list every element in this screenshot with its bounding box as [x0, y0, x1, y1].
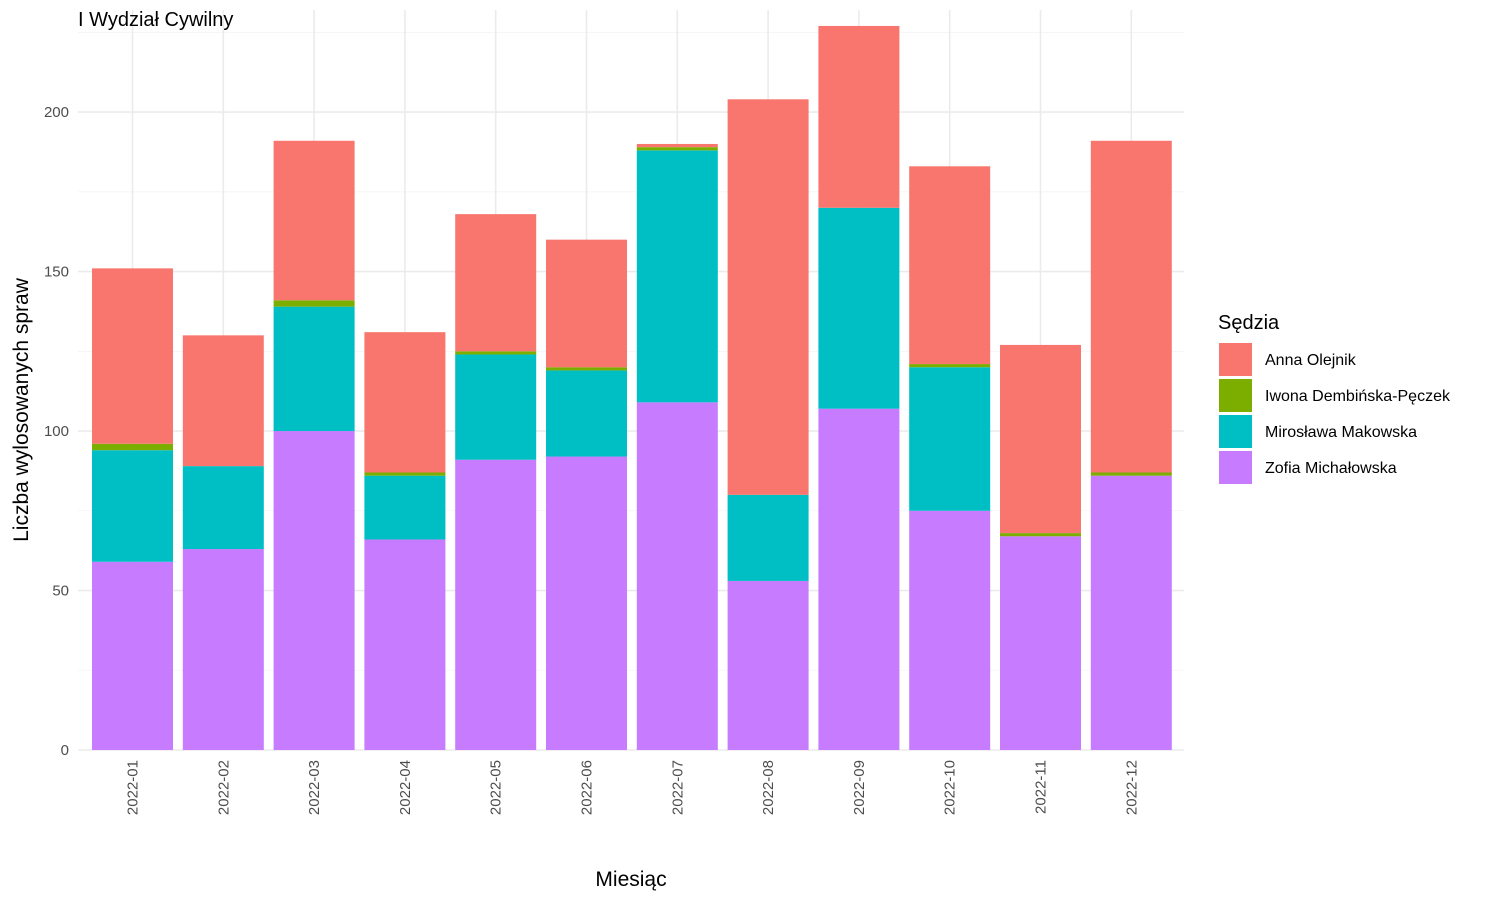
bar-segment	[182, 549, 264, 750]
bar-segment	[364, 472, 446, 476]
x-tick-label: 2022-10	[942, 760, 959, 815]
bar-segment	[273, 140, 355, 301]
x-axis: 2022-01 2022-02 2022-03 2022-04 2022-05 2022-…	[125, 760, 1141, 815]
x-tick-label: 2022-11	[1033, 760, 1050, 814]
bar-segment	[455, 354, 537, 460]
bar-segment	[546, 367, 627, 371]
bar-segment	[1000, 344, 1081, 534]
bar-segment	[636, 143, 718, 148]
x-tick-label: 2022-08	[760, 760, 777, 815]
legend-swatch	[1219, 343, 1252, 376]
bar-segment	[364, 332, 446, 473]
bar-segment	[636, 402, 718, 750]
bar-segment	[727, 99, 809, 495]
bar-segment	[909, 166, 991, 365]
legend-label: Mirosława Makowska	[1265, 424, 1417, 441]
y-tick-label: 200	[44, 104, 69, 121]
bars	[92, 25, 1172, 750]
x-tick-label: 2022-02	[215, 760, 232, 815]
bar-segment	[455, 214, 537, 352]
chart-title: I Wydział Cywilny	[78, 9, 233, 31]
y-tick-label: 50	[52, 583, 69, 600]
bar-segment	[273, 431, 355, 750]
bar-segment	[273, 300, 355, 307]
x-tick-label: 2022-06	[579, 760, 596, 815]
legend-label: Iwona Dembińska-Pęczek	[1265, 388, 1451, 405]
bar-segment	[182, 335, 264, 467]
bar-segment	[1090, 475, 1172, 750]
bar-segment	[546, 239, 627, 368]
bar-segment	[92, 268, 173, 444]
bar-segment	[364, 539, 446, 750]
bar-segment	[727, 580, 809, 750]
bar-segment	[182, 466, 264, 550]
bar-segment	[727, 494, 809, 581]
x-tick-label: 2022-03	[306, 760, 323, 815]
legend: Sędzia Anna Olejnik Iwona Dembińska-Pęcze…	[1218, 312, 1451, 484]
y-tick-label: 150	[44, 264, 69, 281]
bar-segment	[546, 456, 627, 750]
bar-segment	[546, 370, 627, 457]
x-tick-label: 2022-05	[488, 760, 505, 815]
bar-segment	[909, 367, 991, 511]
bar-segment	[818, 207, 900, 409]
bar-segment	[273, 306, 355, 432]
bar-segment	[92, 450, 173, 562]
bar-segment	[455, 459, 537, 750]
bar-segment	[818, 408, 900, 750]
bar-segment	[1000, 536, 1081, 750]
bar-segment	[909, 364, 991, 368]
bar-segment	[818, 25, 900, 208]
x-tick-label: 2022-01	[125, 760, 142, 815]
bar-segment	[92, 561, 173, 750]
y-tick-label: 100	[44, 423, 69, 440]
bar-segment	[636, 150, 718, 403]
bar-segment	[1000, 533, 1081, 537]
bar-segment	[636, 147, 718, 151]
x-tick-label: 2022-07	[669, 760, 686, 815]
x-tick-label: 2022-12	[1123, 760, 1140, 815]
legend-swatch	[1219, 379, 1252, 412]
bar-segment	[909, 510, 991, 750]
legend-swatch	[1219, 415, 1252, 448]
bar-segment	[1090, 140, 1172, 473]
bar-segment	[1090, 472, 1172, 476]
legend-label: Zofia Michałowska	[1265, 460, 1397, 477]
x-tick-label: 2022-09	[851, 760, 868, 815]
x-axis-title: Miesiąc	[595, 868, 666, 891]
legend-title: Sędzia	[1218, 312, 1280, 334]
y-tick-label: 0	[61, 742, 69, 759]
y-axis-title: Liczba wylosowanych spraw	[10, 277, 33, 542]
y-axis: 0 50 100 150 200	[44, 104, 69, 759]
bar-segment	[364, 475, 446, 540]
bar-segment	[92, 443, 173, 451]
legend-swatch	[1219, 451, 1252, 484]
bar-segment	[455, 351, 537, 355]
legend-label: Anna Olejnik	[1265, 352, 1357, 369]
x-tick-label: 2022-04	[397, 760, 414, 815]
